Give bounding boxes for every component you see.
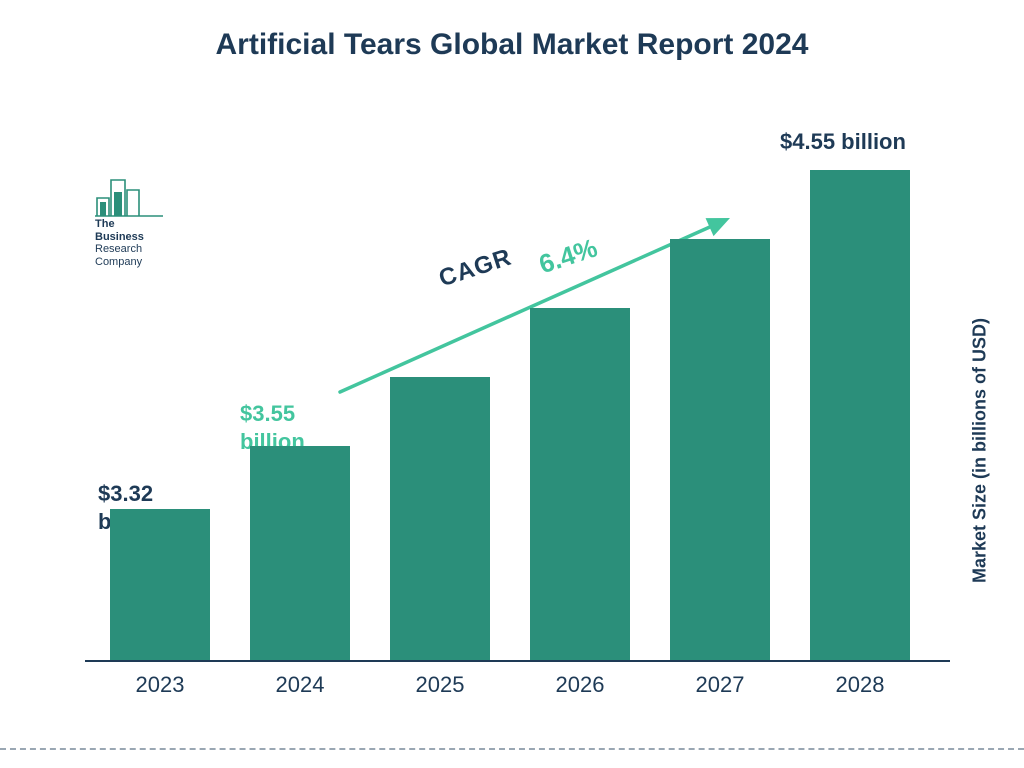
bar-2023	[110, 509, 210, 660]
bar-2028	[810, 170, 910, 660]
x-tick-label: 2024	[230, 672, 370, 698]
bar-2024	[250, 446, 350, 660]
bar-2026	[530, 308, 630, 660]
x-tick-label: 2026	[510, 672, 650, 698]
x-tick-label: 2023	[90, 672, 230, 698]
footer-divider	[0, 748, 1024, 750]
y-axis-label: Market Size (in billions of USD)	[970, 301, 991, 601]
x-tick-label: 2027	[650, 672, 790, 698]
x-tick-label: 2025	[370, 672, 510, 698]
bar-2025	[390, 377, 490, 660]
bar-2027	[670, 239, 770, 660]
x-tick-label: 2028	[790, 672, 930, 698]
